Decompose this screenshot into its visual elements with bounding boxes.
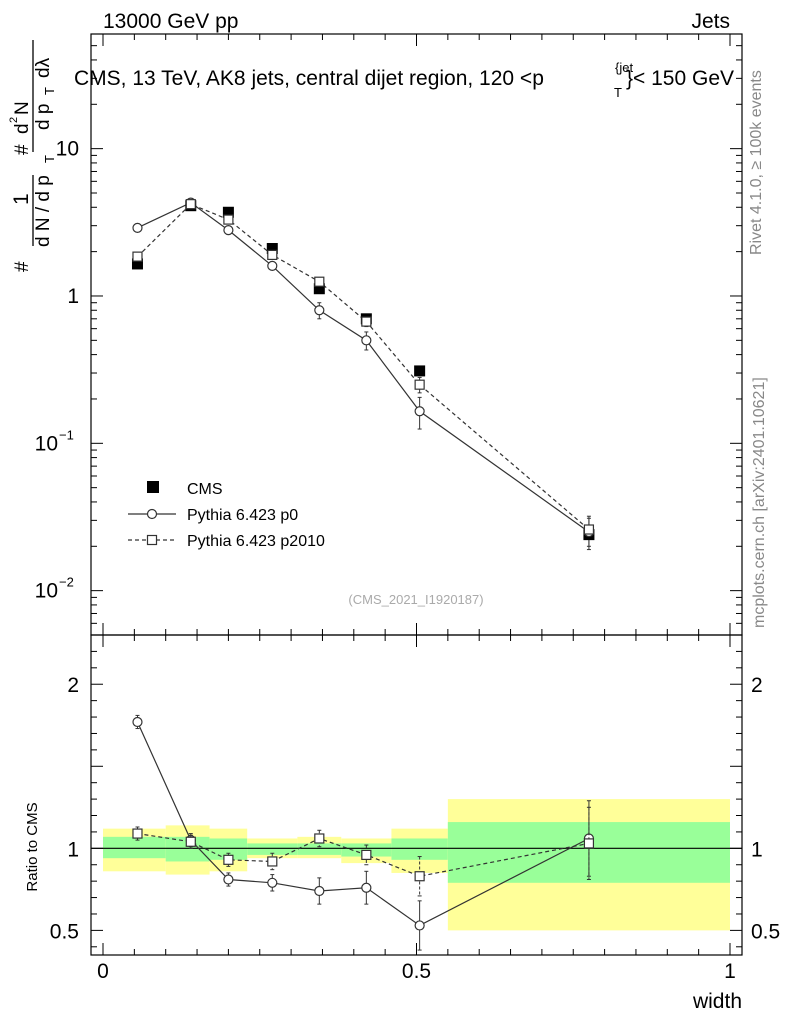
ratio-y-tick-label: 0.5 xyxy=(50,920,79,943)
p2010-data-point xyxy=(583,524,595,535)
svg-text:1: 1 xyxy=(10,193,33,205)
series-line-1 xyxy=(137,201,590,533)
svg-text:#: # xyxy=(12,261,33,272)
svg-text:dλ: dλ xyxy=(33,57,54,78)
ratio-p0-point xyxy=(414,920,425,931)
mcplots-label: mcplots.cern.ch [arXiv:2401.10621] xyxy=(751,377,768,628)
legend-p0-label: Pythia 6.423 p0 xyxy=(187,507,298,524)
legend-p0-marker xyxy=(146,508,158,520)
svg-text:d p: d p xyxy=(33,104,54,130)
ratio-p0-point xyxy=(132,716,143,728)
svg-text:2: 2 xyxy=(8,117,20,123)
ratio-p0-point xyxy=(314,885,325,897)
y-tick-exponent: −2 xyxy=(59,575,74,590)
svg-text:T: T xyxy=(614,85,622,100)
cms-data-point xyxy=(131,258,143,270)
p2010-data-point xyxy=(223,214,234,225)
ratio-y-axis-label: Ratio to CMS xyxy=(24,802,41,891)
ratio-p2010-point xyxy=(223,854,234,865)
ratio-p0-point xyxy=(361,882,372,893)
cms-data-point xyxy=(222,206,234,218)
legend-p2010-label: Pythia 6.423 p2010 xyxy=(187,533,325,550)
legend: CMS Pythia 6.423 p0 Pythia 6.423 p2010 xyxy=(128,481,325,550)
ratio-band-inner xyxy=(297,843,342,855)
series-line-2 xyxy=(137,203,590,530)
x-tick-label: 0 xyxy=(97,960,109,983)
ratio-p2010-point xyxy=(414,871,425,882)
axes-and-ticks xyxy=(90,33,743,956)
svg-text:}< 150 GeV: }< 150 GeV xyxy=(626,67,734,90)
p2010-data-point xyxy=(314,276,325,287)
ratio-line-0 xyxy=(136,721,590,927)
ratio-p2010-point xyxy=(132,828,143,839)
svg-text:CMS, 13 TeV, AK8 jets, central: CMS, 13 TeV, AK8 jets, central dijet reg… xyxy=(74,67,544,90)
ratio-p2010-point xyxy=(361,849,372,860)
ratio-y-tick-label-right: 0.5 xyxy=(751,920,780,943)
ratio-bands xyxy=(103,799,730,931)
y-tick-label: 1 xyxy=(67,285,79,308)
legend-cms-marker xyxy=(147,481,159,493)
p0-data-point xyxy=(132,222,143,233)
ratio-y-tick-label: 1 xyxy=(67,838,79,861)
ratio-p0-point xyxy=(267,877,278,888)
p2010-data-point xyxy=(414,379,425,390)
x-tick-label: 1 xyxy=(724,960,736,983)
ratio-p2010-point xyxy=(583,838,595,849)
svg-text:d: d xyxy=(12,123,33,134)
chart-title: CMS, 13 TeV, AK8 jets, central dijet reg… xyxy=(74,60,734,100)
category-label: Jets xyxy=(691,10,730,33)
svg-text:d N / d p: d N / d p xyxy=(33,175,54,247)
p0-data-point xyxy=(361,335,372,346)
collision-label: 13000 GeV pp xyxy=(103,10,238,33)
ratio-y-tick-label-right: 1 xyxy=(751,838,763,861)
rivet-version-label: Rivet 4.1.0, ≥ 100k events xyxy=(748,70,765,255)
cms-data-point xyxy=(266,243,278,255)
ratio-y-tick-label: 2 xyxy=(67,674,79,697)
ratio-band-inner xyxy=(209,838,248,860)
y-tick-exponent: −1 xyxy=(59,427,74,442)
y-tick-label: 10 xyxy=(35,580,58,603)
y-tick-label: 10 xyxy=(35,432,58,455)
ratio-p2010-point xyxy=(267,856,278,867)
legend-p2010-marker xyxy=(146,534,158,546)
p2010-data-point xyxy=(361,316,372,327)
svg-text:N: N xyxy=(12,101,33,115)
legend-cms-label: CMS xyxy=(187,481,223,498)
y-tick-label: 10 xyxy=(56,138,79,161)
svg-text:T: T xyxy=(42,87,57,95)
p0-data-point xyxy=(314,305,325,316)
svg-text:{jet: {jet xyxy=(615,60,633,75)
p0-data-point xyxy=(267,260,278,272)
ratio-p2010-point xyxy=(314,833,325,844)
p0-data-point xyxy=(223,224,234,236)
p2010-data-point xyxy=(132,251,143,262)
x-tick-label: 0.5 xyxy=(402,960,431,983)
p0-data-point xyxy=(414,406,425,417)
p2010-data-point xyxy=(185,199,196,210)
ratio-p0-point xyxy=(223,874,234,885)
ratio-band-inner xyxy=(391,838,448,860)
ratio-y-tick-label-right: 2 xyxy=(751,674,763,697)
ratio-p2010-point xyxy=(185,836,196,847)
data-series xyxy=(131,197,595,951)
ratio-band-inner xyxy=(103,836,166,859)
svg-text:#: # xyxy=(12,144,33,155)
main-y-axis-label: # 1 d N / d p T # d 2 N d p T dλ xyxy=(8,40,57,272)
cms-data-point xyxy=(414,365,426,377)
svg-text:T: T xyxy=(42,155,57,163)
x-axis-label: width xyxy=(692,990,742,1013)
ratio-line-1 xyxy=(137,832,590,877)
analysis-reference: (CMS_2021_I1920187) xyxy=(348,592,483,607)
cms-data-point xyxy=(313,283,325,295)
p2010-data-point xyxy=(267,249,278,261)
ratio-band-inner xyxy=(247,843,298,855)
